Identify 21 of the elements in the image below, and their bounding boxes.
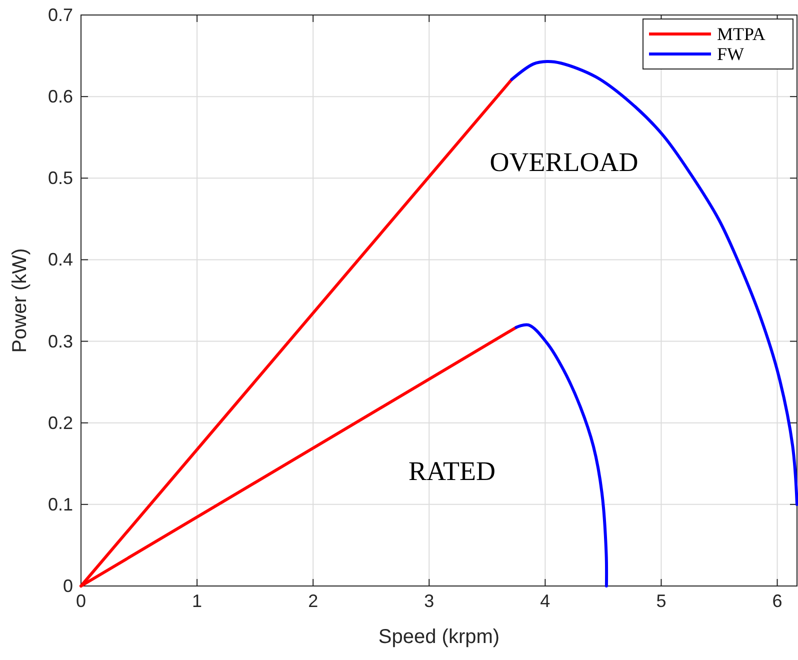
x-tick-label: 5 [656, 591, 666, 611]
annotation: RATED [408, 456, 496, 486]
legend-label: MTPA [717, 24, 766, 44]
y-tick-label: 0.2 [48, 412, 73, 433]
y-tick-label: 0.7 [48, 5, 73, 25]
y-tick-label: 0.1 [48, 494, 73, 514]
y-tick-label: 0.6 [48, 86, 73, 107]
x-tick-label: 0 [76, 591, 86, 611]
y-axis-title: Power (kW) [9, 248, 31, 353]
x-tick-label: 4 [540, 591, 550, 611]
y-tick-label: 0.5 [48, 168, 73, 188]
legend-label: FW [717, 44, 744, 64]
x-tick-label: 6 [772, 591, 782, 611]
y-tick-label: 0.4 [48, 250, 73, 270]
annotation: OVERLOAD [490, 147, 638, 177]
x-tick-label: 3 [424, 591, 434, 611]
y-tick-label: 0.3 [48, 331, 73, 352]
x-tick-label: 2 [308, 591, 318, 611]
x-tick-label: 1 [192, 591, 202, 611]
x-axis-title: Speed (krpm) [378, 626, 500, 648]
y-tick-label: 0 [62, 576, 73, 596]
